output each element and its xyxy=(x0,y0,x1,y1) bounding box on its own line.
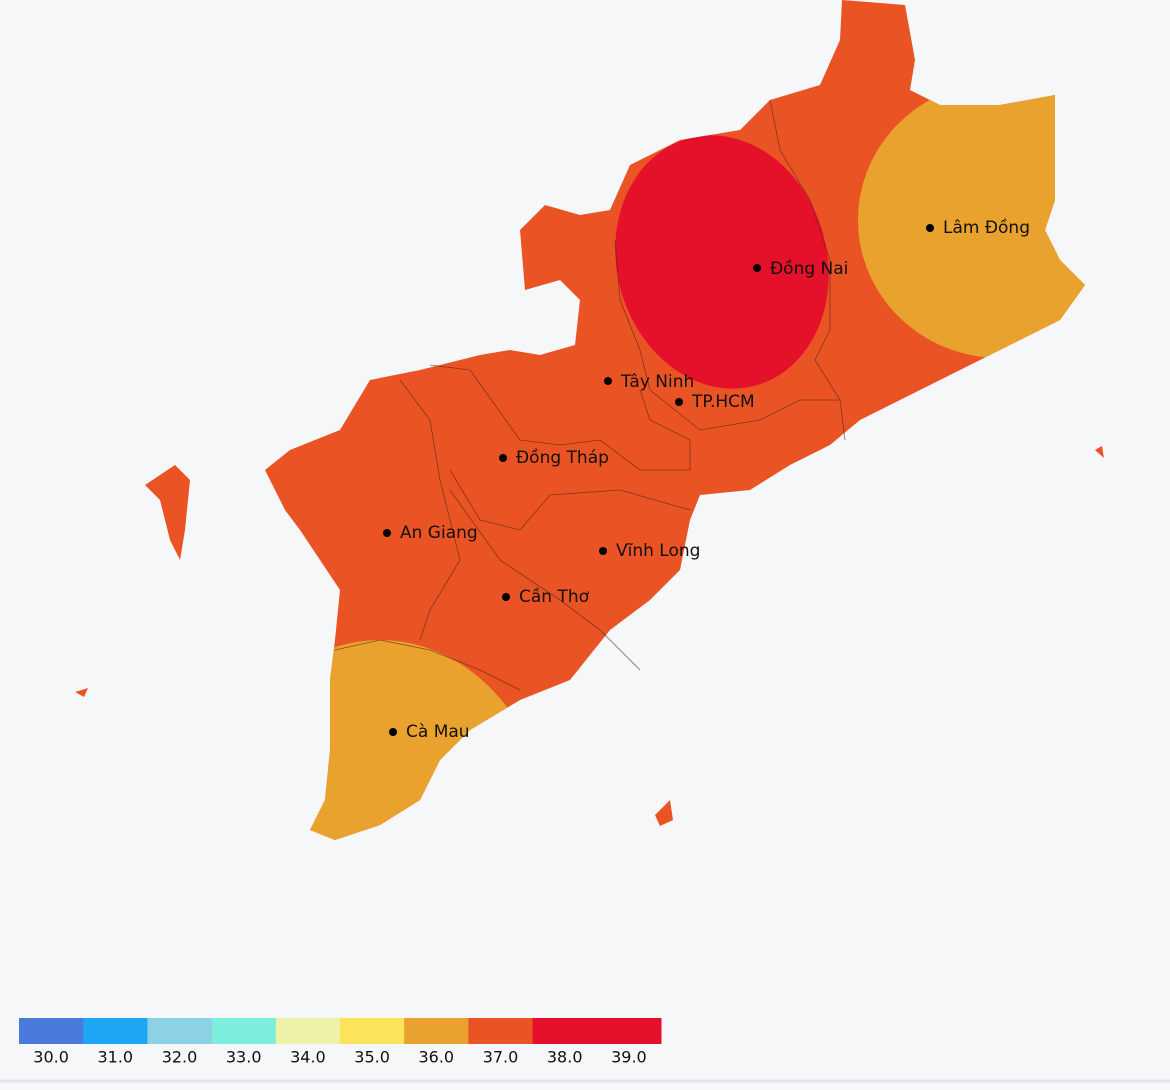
city: Vĩnh Long xyxy=(599,541,700,561)
city-label: TP.HCM xyxy=(691,392,755,412)
city-label: Đồng Nai xyxy=(770,258,848,279)
island xyxy=(75,688,88,697)
city: Tây Ninh xyxy=(604,372,694,392)
cities: Lâm Đồng Đồng Nai Tây Ninh TP.HCM Đồng T… xyxy=(383,217,1030,742)
legend-label: 31.0 xyxy=(97,1048,133,1067)
legend-label: 35.0 xyxy=(354,1048,390,1067)
legend-swatch xyxy=(468,1018,534,1044)
legend-swatch xyxy=(83,1018,148,1044)
city: Đồng Tháp xyxy=(499,447,609,468)
land xyxy=(75,0,1104,840)
island xyxy=(655,800,673,826)
legend-swatch xyxy=(147,1018,213,1044)
legend-swatch xyxy=(211,1018,277,1044)
city-label: Lâm Đồng xyxy=(943,217,1030,238)
legend-swatch xyxy=(275,1018,341,1044)
city: Cần Thơ xyxy=(502,586,590,607)
legend-label: 32.0 xyxy=(162,1048,198,1067)
island xyxy=(145,465,190,560)
zone-38 xyxy=(615,135,829,389)
legend-label: 34.0 xyxy=(290,1048,326,1067)
legend-label: 36.0 xyxy=(418,1048,454,1067)
city-label: Cà Mau xyxy=(406,722,470,742)
island xyxy=(1095,446,1104,458)
legend-swatch xyxy=(340,1018,405,1044)
city-label: Vĩnh Long xyxy=(616,541,700,561)
city: Đồng Nai xyxy=(753,258,848,279)
city-label: Cần Thơ xyxy=(519,586,590,607)
borders xyxy=(334,99,846,691)
legend: 30.0 31.0 32.0 33.0 34.0 35.0 36.0 37.0 38.0 39.0 xyxy=(19,1018,662,1067)
city-label: Tây Ninh xyxy=(620,372,694,392)
city: Lâm Đồng xyxy=(926,217,1030,238)
city: TP.HCM xyxy=(675,392,755,412)
city: Cà Mau xyxy=(389,722,470,742)
city: An Giang xyxy=(383,523,478,543)
city-label: An Giang xyxy=(400,523,478,543)
legend-label: 39.0 xyxy=(611,1048,647,1067)
legend-swatch xyxy=(19,1018,84,1044)
legend-label: 30.0 xyxy=(33,1048,69,1067)
legend-label: 33.0 xyxy=(226,1048,262,1067)
legend-label: 38.0 xyxy=(547,1048,583,1067)
zone-36 xyxy=(265,640,550,840)
legend-label: 37.0 xyxy=(483,1048,519,1067)
legend-swatch xyxy=(596,1018,662,1044)
legend-swatch xyxy=(404,1018,469,1044)
legend-swatch xyxy=(532,1018,598,1044)
city-label: Đồng Tháp xyxy=(516,447,609,468)
